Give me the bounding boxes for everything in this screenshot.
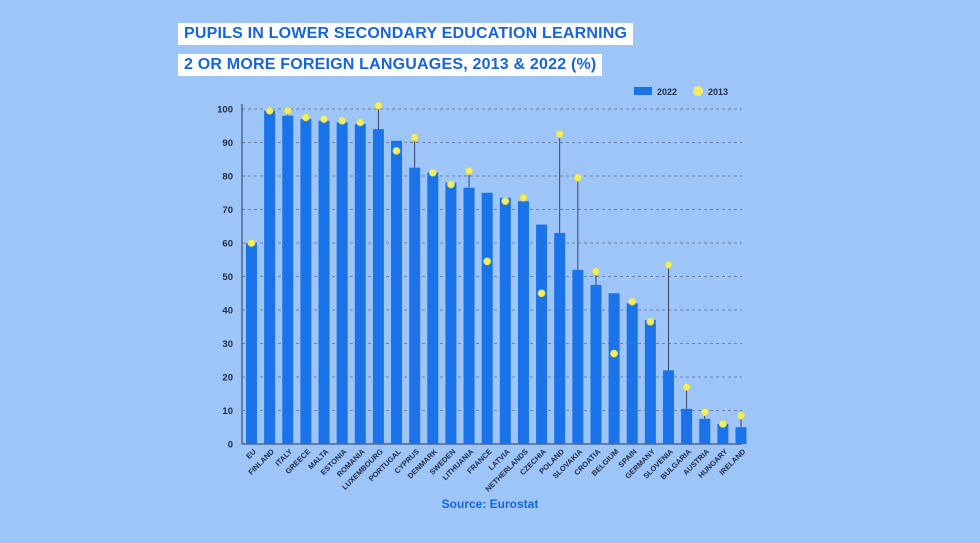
bar-2022: [717, 423, 729, 444]
y-tick-label: 60: [222, 239, 233, 250]
bar-2022: [246, 243, 257, 444]
dot-2013: [265, 106, 274, 115]
dot-2013: [320, 115, 328, 123]
bar-2022: [427, 172, 439, 444]
dot-2013: [392, 146, 401, 155]
legend-label-2022: 2022: [657, 87, 677, 97]
y-tick-label: 70: [222, 205, 233, 216]
legend-swatch-2013: [693, 86, 703, 96]
bar-2022: [626, 303, 638, 444]
y-tick-label: 10: [222, 406, 233, 417]
dot-2013: [483, 257, 492, 266]
y-tick-label: 100: [217, 105, 233, 116]
dot-2013: [501, 197, 510, 206]
dot-2013: [628, 297, 637, 306]
bar-2022: [572, 269, 584, 444]
bar-2022: [463, 187, 475, 444]
bar-2022: [391, 140, 403, 444]
dot-2013: [700, 408, 709, 417]
bar-2022: [300, 119, 312, 445]
dot-2013: [610, 349, 618, 358]
bar-2022: [554, 232, 566, 444]
bar-2022: [336, 122, 348, 445]
dot-2013: [410, 133, 419, 142]
dot-2013: [718, 419, 727, 428]
dot-2013: [664, 260, 673, 269]
dot-2013: [338, 116, 347, 125]
bar-2022: [590, 284, 602, 444]
dot-2013: [465, 167, 473, 175]
bar-2022: [354, 124, 366, 444]
y-tick-label: 30: [222, 339, 233, 350]
dot-2013: [374, 101, 383, 110]
dot-2013: [592, 267, 600, 276]
dot-2013: [737, 411, 745, 420]
y-tick-label: 50: [222, 272, 233, 283]
bar-2022: [499, 197, 511, 444]
dot-2013: [447, 180, 455, 189]
bar-2022: [517, 201, 529, 444]
dot-2013: [682, 383, 691, 391]
y-tick-label: 80: [222, 172, 233, 183]
dot-2013: [247, 239, 256, 247]
bar-2022: [282, 115, 294, 444]
dot-2013: [555, 130, 564, 139]
bar-2022: [409, 167, 421, 444]
y-tick-label: 0: [228, 440, 233, 451]
dot-2013: [428, 168, 437, 177]
bar-2022: [735, 427, 747, 444]
y-tick-label: 90: [222, 138, 233, 149]
bar-2022: [445, 182, 457, 444]
bar-2022: [536, 224, 548, 444]
bar-2022: [608, 293, 620, 444]
y-tick-label: 20: [222, 373, 233, 384]
bar-2022: [264, 110, 276, 445]
bar-2022: [481, 192, 493, 444]
bar-2022: [662, 370, 674, 444]
dot-2013: [519, 193, 528, 202]
dot-2013: [646, 317, 655, 326]
bar-2022: [681, 408, 693, 444]
dot-2013: [573, 173, 582, 182]
bar-2022: [318, 120, 330, 444]
dot-2013: [301, 113, 310, 122]
legend-swatch-2022: [634, 87, 652, 95]
chart-source: Source: Eurostat: [441, 497, 539, 511]
bar-2022: [699, 418, 711, 444]
bar-2022: [644, 320, 656, 444]
y-tick-label: 40: [222, 306, 233, 317]
bar-2022: [372, 129, 384, 444]
chart-title-line-2: 2 OR MORE FOREIGN LANGUAGES, 2013 & 2022…: [178, 54, 603, 76]
x-tick-label: EU: [244, 447, 258, 461]
dot-2013: [537, 289, 546, 298]
dot-2013: [356, 118, 365, 127]
dot-2013: [283, 106, 292, 115]
chart-title-line-1: PUPILS IN LOWER SECONDARY EDUCATION LEAR…: [178, 23, 634, 45]
legend-label-2013: 2013: [708, 87, 728, 97]
